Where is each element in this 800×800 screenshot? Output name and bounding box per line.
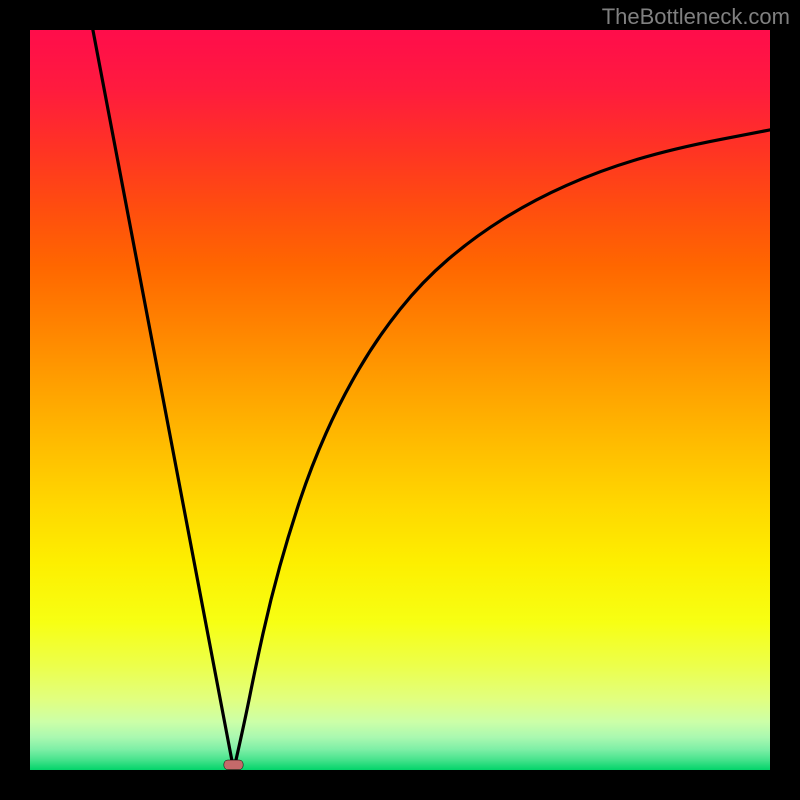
watermark-text: TheBottleneck.com <box>602 4 790 30</box>
chart-container: TheBottleneck.com <box>0 0 800 800</box>
optimal-point-marker <box>224 760 243 770</box>
bottleneck-chart <box>30 30 770 770</box>
gradient-background <box>30 30 770 770</box>
